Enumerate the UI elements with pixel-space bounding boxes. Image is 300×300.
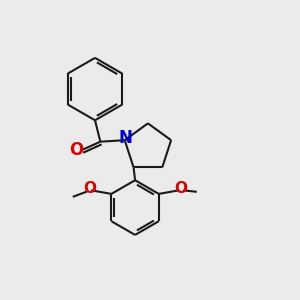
Text: O: O <box>174 181 187 196</box>
Text: O: O <box>83 181 96 196</box>
Text: N: N <box>118 129 132 147</box>
Text: O: O <box>70 141 84 159</box>
